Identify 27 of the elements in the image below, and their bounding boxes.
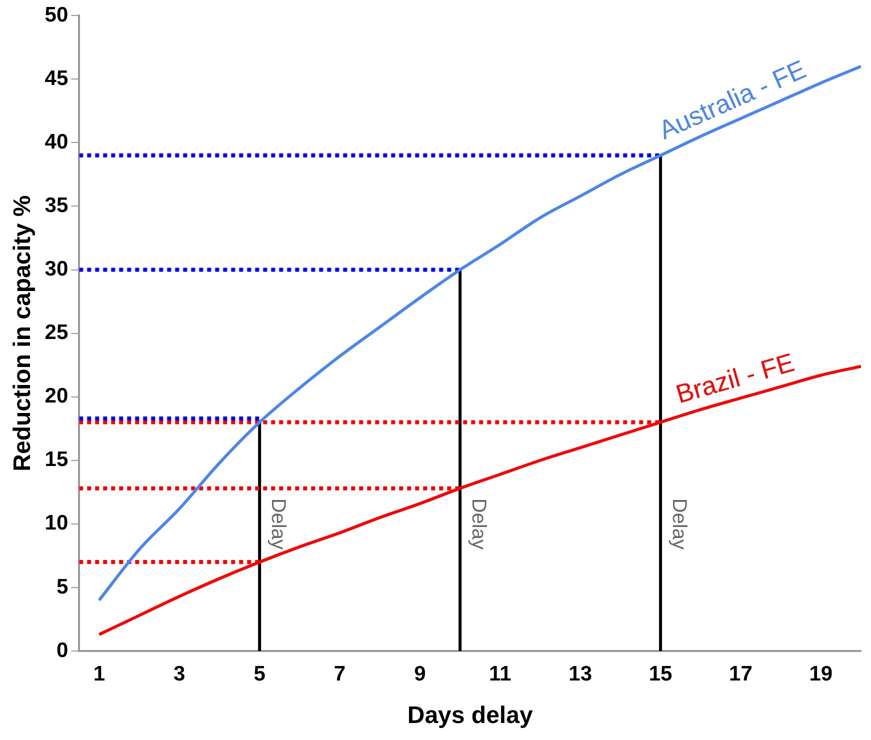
- y-tick-label: 5: [56, 575, 68, 598]
- x-axis-title: Days delay: [407, 702, 534, 730]
- x-tick-label: 3: [174, 662, 186, 686]
- x-tick-label: 15: [648, 662, 673, 686]
- annotation: Delay: [668, 498, 690, 550]
- x-tick-label: 5: [254, 662, 266, 686]
- x-tick-label: 7: [334, 662, 346, 686]
- y-axis-title: Reduction in capacity %: [9, 195, 36, 472]
- y-tick-label: 50: [44, 3, 68, 26]
- y-tick-label: 10: [44, 512, 68, 535]
- y-tick-label: 30: [44, 258, 68, 281]
- x-tick-label: 9: [414, 662, 426, 686]
- y-tick-label: 15: [44, 448, 68, 472]
- y-tick-label: 0: [56, 638, 68, 662]
- y-tick-label: 45: [44, 66, 68, 90]
- y-tick-label: 40: [44, 130, 68, 154]
- y-tick-label: 25: [44, 321, 68, 344]
- x-tick-label: 11: [489, 662, 512, 686]
- x-tick-label: 17: [729, 662, 752, 686]
- y-tick-label: 35: [44, 194, 68, 218]
- x-tick-label: 1: [93, 662, 106, 686]
- x-tick-label: 13: [568, 662, 592, 686]
- x-tick-label: 19: [809, 662, 833, 686]
- annotation: Delay: [267, 498, 290, 550]
- y-tick-label: 20: [44, 384, 68, 408]
- text: Brazil - FE: [672, 347, 798, 410]
- annotation: Delay: [468, 498, 490, 550]
